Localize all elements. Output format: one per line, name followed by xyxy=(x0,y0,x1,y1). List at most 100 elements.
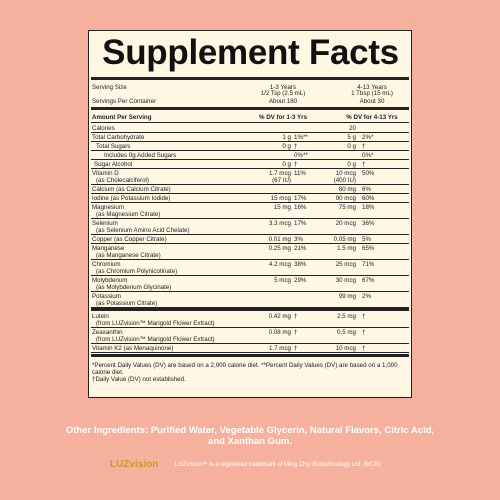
amount-4-13: 25 mcg xyxy=(335,261,356,268)
footnote: *Percent Daily Values (DV) are based on … xyxy=(92,362,398,376)
dv-4-13: 50% xyxy=(362,170,375,177)
nutrient-name: Vitamin D xyxy=(92,170,119,177)
dv-4-13: † xyxy=(362,345,366,352)
amount-4-13: 0.05 mg xyxy=(333,236,356,243)
amount-4-13: 5 g xyxy=(347,134,356,141)
amount-1-3: 3.3 mcg xyxy=(268,220,291,227)
dv-4-13: 2% xyxy=(362,293,371,300)
containers-label: Servings Per Container xyxy=(92,98,156,105)
dv-4-13: 65% xyxy=(362,245,375,252)
amount-4-13: 10 mcg xyxy=(335,170,356,177)
column-header: Amount Per Serving xyxy=(92,114,152,121)
dv-1-3: † xyxy=(294,329,298,336)
amount-4-13: 0 g xyxy=(347,161,356,168)
nutrient-source: (as Cholecalciferol) xyxy=(96,177,149,184)
rule xyxy=(91,122,409,123)
nutrient-name: Calcium (as Calcium Citrate) xyxy=(92,186,171,193)
dv-1-3: 3% xyxy=(294,236,303,243)
amount-1-3: 4.2 mcg xyxy=(268,261,291,268)
footnote: †Daily Value (DV) not established. xyxy=(92,376,186,383)
amount-1-3: 1.7 mcg xyxy=(268,345,291,352)
nutrient-name: Includes 0g Added Sugars xyxy=(104,152,177,159)
dv-4-13: † xyxy=(362,313,366,320)
nutrient-name: Total Carbohydrate xyxy=(92,134,145,141)
nutrient-source: (as Molybdenum Glycinate) xyxy=(96,284,172,291)
rule xyxy=(91,107,409,110)
containers-col1: About 180 xyxy=(268,98,298,105)
dv-4-13: † xyxy=(362,143,366,150)
dv-1-3: 0%** xyxy=(294,152,308,159)
serving-col1: 1-3 Years xyxy=(269,84,297,91)
nutrient-name: Sugar Alcohol xyxy=(94,161,133,168)
column-header: % DV for 1-3 Yrs xyxy=(258,114,308,121)
dv-1-3: 16% xyxy=(294,204,307,211)
nutrient-name: Magnesium xyxy=(92,204,124,211)
dv-4-13: † xyxy=(362,329,366,336)
nutrient-name: Calories xyxy=(92,125,115,132)
rule xyxy=(91,343,409,344)
amount-4-13: 20 xyxy=(349,125,356,132)
rule xyxy=(91,307,409,308)
dv-4-13: 60% xyxy=(362,195,375,202)
rule xyxy=(91,193,409,194)
logo: LUZvision xyxy=(110,459,159,470)
dv-1-3: † xyxy=(294,345,298,352)
rule xyxy=(91,77,409,80)
amount-1-3: 15 mg xyxy=(273,204,291,211)
rule xyxy=(91,243,409,244)
dv-1-3: 17% xyxy=(294,195,307,202)
rule xyxy=(91,168,409,169)
nutrient-name: Vitamin K2 (as Menaquinone) xyxy=(92,345,174,352)
nutrient-name: Total Sugars xyxy=(96,143,131,150)
amount-4-13: 2.5 mg xyxy=(337,313,356,320)
amount-1-3: 0 g xyxy=(282,143,291,150)
amount-4-13: 99 mg xyxy=(338,293,356,300)
amount-1-3: 1.7 mcg xyxy=(268,170,291,177)
nutrient-source: (as Manganese Citrate) xyxy=(96,252,161,259)
amount-1-3: 1 g xyxy=(282,134,291,141)
amount-1-3: 5 mcg xyxy=(274,277,291,284)
amount-4-13: 1.5 mg xyxy=(337,245,356,252)
amount-1-3: 0.25 mg xyxy=(268,245,291,252)
rule xyxy=(91,159,409,160)
nutrient-name: Iodine (as Potassium Iodide) xyxy=(92,195,171,202)
nutrient-source: (as Potassium Citrate) xyxy=(96,300,158,307)
nutrient-source: (from LUZvision™ Marigold Flower Extract… xyxy=(96,336,215,343)
dv-4-13: 67% xyxy=(362,277,375,284)
nutrient-name: Manganese xyxy=(92,245,125,252)
nutrient-name: Lutein xyxy=(92,313,109,320)
rule xyxy=(91,150,409,151)
amount-4-13: 0 g xyxy=(347,143,356,150)
dv-4-13: 5% xyxy=(362,236,371,243)
amount-4-13: 10 mcg xyxy=(335,345,356,352)
amount-4-13: (400 IU) xyxy=(333,177,356,184)
amount-1-3: 0.08 mg xyxy=(268,329,291,336)
rule xyxy=(91,218,409,219)
amount-1-3: 15 mcg xyxy=(270,195,291,202)
nutrient-source: (from LUZvision™ Marigold Flower Extract… xyxy=(96,320,215,327)
containers-col2: About 30 xyxy=(359,98,385,105)
amount-4-13: 80 mg xyxy=(338,186,356,193)
rule xyxy=(91,308,409,311)
rule xyxy=(91,352,409,353)
serving-col2: 1 Tbsp (15 mL) xyxy=(351,90,393,97)
dv-1-3: 21% xyxy=(294,245,307,252)
dv-4-13: † xyxy=(362,161,366,168)
dv-1-3: † xyxy=(294,143,298,150)
dv-1-3: 29% xyxy=(294,277,307,284)
amount-4-13: 75 mg xyxy=(338,204,356,211)
nutrient-source: (as Selenium Amino Acid Chelate) xyxy=(96,227,190,234)
amount-4-13: 20 mcg xyxy=(335,220,356,227)
dv-1-3: 11% xyxy=(294,170,306,177)
serving-col2: 4-13 Years xyxy=(357,84,387,91)
dv-4-13: 36% xyxy=(362,220,375,227)
amount-1-3: (67 IU) xyxy=(272,177,291,184)
nutrient-name: Zeaxanthin xyxy=(92,329,123,336)
nutrient-name: Chromium xyxy=(92,261,121,268)
rule xyxy=(91,291,409,292)
dv-1-3: † xyxy=(294,161,298,168)
nutrient-name: Selenium xyxy=(92,220,118,227)
other-ingredients: Other Ingredients: Purified Water, Veget… xyxy=(65,425,435,447)
nutrient-source: (as Chromium Polynicotinate) xyxy=(96,268,178,275)
dv-1-3: 17% xyxy=(294,220,307,227)
